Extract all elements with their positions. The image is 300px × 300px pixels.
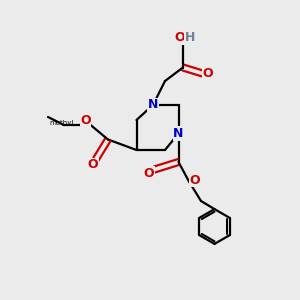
Text: O: O bbox=[190, 173, 200, 187]
Text: N: N bbox=[148, 98, 158, 112]
Text: H: H bbox=[184, 31, 195, 44]
Text: methyl: methyl bbox=[49, 120, 74, 126]
Text: O: O bbox=[174, 31, 185, 44]
Text: O: O bbox=[80, 113, 91, 127]
Text: N: N bbox=[173, 127, 184, 140]
Text: O: O bbox=[88, 158, 98, 172]
Text: O: O bbox=[202, 67, 213, 80]
Text: O: O bbox=[144, 167, 154, 180]
